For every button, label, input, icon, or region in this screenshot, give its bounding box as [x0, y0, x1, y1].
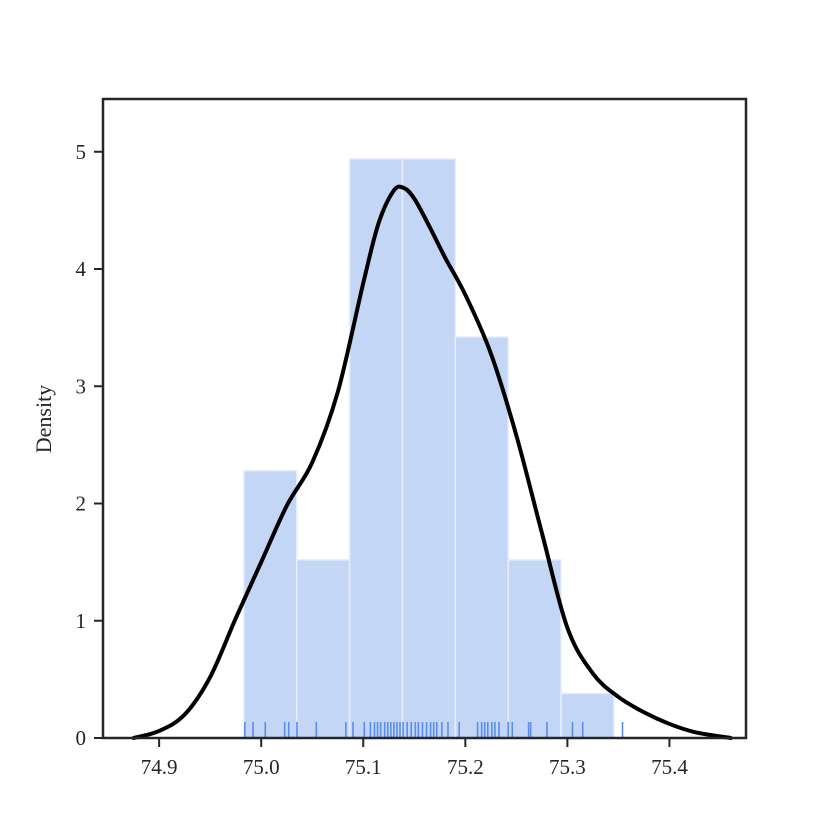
- histogram-bar: [401, 158, 457, 739]
- histogram-bar: [507, 559, 562, 739]
- kde-curve: [131, 184, 733, 740]
- y-tick-label: 1: [76, 609, 87, 633]
- histogram-bar: [243, 469, 298, 739]
- y-axis: 0 1 2 3 4 5: [76, 140, 103, 750]
- x-tick-label: 75.0: [243, 755, 280, 779]
- x-tick-label: 75.1: [345, 755, 382, 779]
- y-tick-label: 5: [76, 140, 87, 164]
- histogram-bar: [454, 336, 509, 739]
- histogram-bar: [348, 158, 404, 739]
- plot-frame: [101, 97, 748, 740]
- y-tick-label: 2: [76, 492, 87, 516]
- histogram-bars: [243, 158, 615, 739]
- y-tick-label: 4: [76, 257, 87, 281]
- y-axis-label: Density: [31, 385, 56, 453]
- x-axis: 74.9 75.0 75.1 75.2 75.3 75.4: [141, 738, 688, 779]
- histogram-bar: [295, 559, 351, 739]
- rug-ticks: [244, 722, 624, 737]
- x-tick-label: 75.2: [447, 755, 484, 779]
- histogram-bar: [560, 692, 615, 739]
- y-tick-label: 3: [76, 374, 87, 398]
- x-tick-label: 74.9: [141, 755, 178, 779]
- x-tick-label: 75.4: [651, 755, 688, 779]
- y-tick-label: 0: [76, 726, 87, 750]
- x-tick-label: 75.3: [549, 755, 586, 779]
